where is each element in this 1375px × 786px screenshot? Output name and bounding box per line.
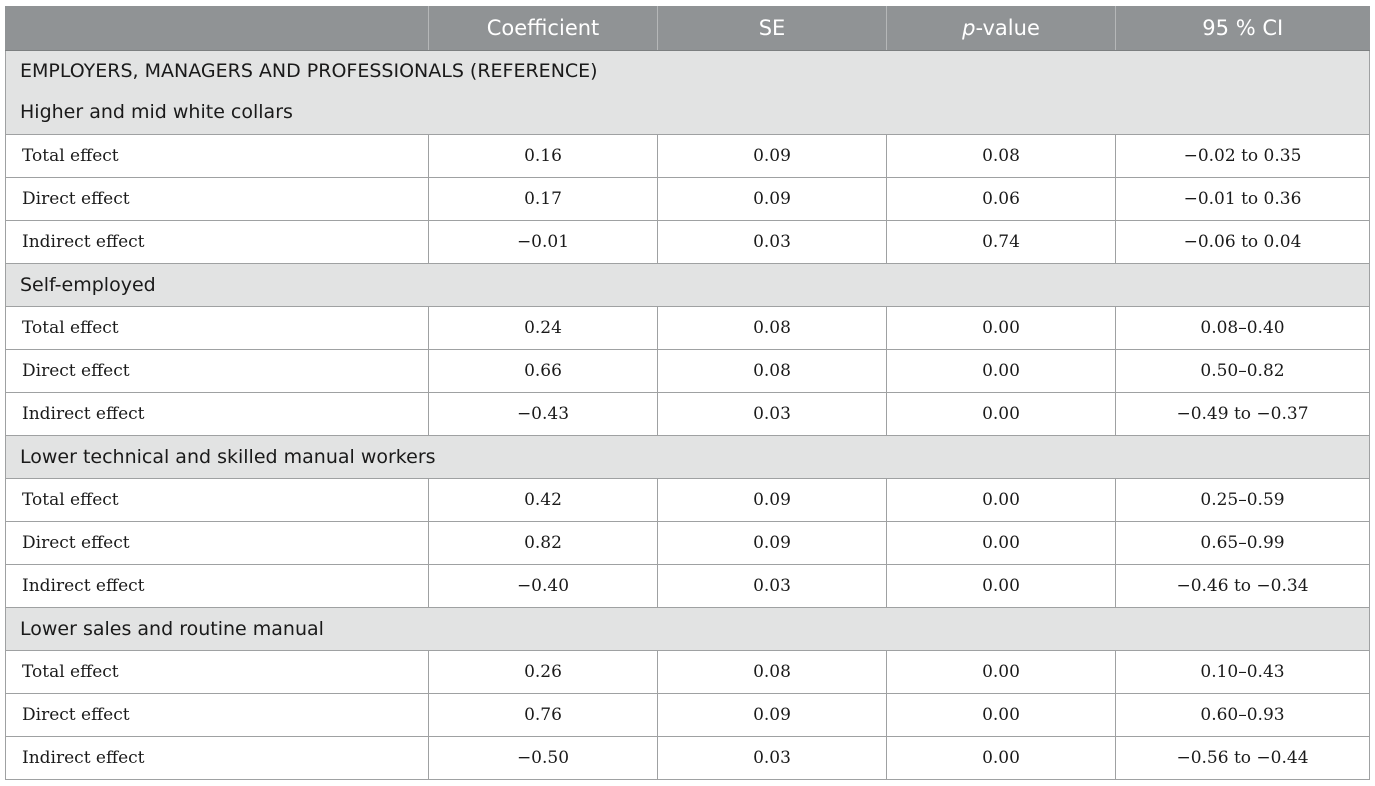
header-p-value: p-value <box>886 6 1116 51</box>
se-cell: 0.08 <box>657 305 887 350</box>
table-row: Direct effect 0.17 0.09 0.06 −0.01 to 0.36 <box>5 176 1370 221</box>
table-row: Total effect 0.24 0.08 0.00 0.08–0.40 <box>5 305 1370 350</box>
se-cell: 0.09 <box>657 520 887 565</box>
coefficient-cell: −0.40 <box>428 563 658 608</box>
reference-label: EMPLOYERS, MANAGERS AND PROFESSIONALS (R… <box>5 50 1370 91</box>
group-label: Lower sales and routine manual <box>5 607 1370 651</box>
row-label: Direct effect <box>5 348 429 393</box>
ci-cell: 0.50–0.82 <box>1115 348 1370 393</box>
row-label: Indirect effect <box>5 219 429 264</box>
ci-cell: −0.01 to 0.36 <box>1115 176 1370 221</box>
table-row: Direct effect 0.76 0.09 0.00 0.60–0.93 <box>5 692 1370 737</box>
se-cell: 0.03 <box>657 219 887 264</box>
p-value-cell: 0.00 <box>886 391 1116 436</box>
row-label: Direct effect <box>5 176 429 221</box>
p-value-cell: 0.00 <box>886 649 1116 694</box>
p-value-cell: 0.74 <box>886 219 1116 264</box>
ci-cell: 0.25–0.59 <box>1115 477 1370 522</box>
coefficient-cell: 0.76 <box>428 692 658 737</box>
p-value-cell: 0.00 <box>886 477 1116 522</box>
row-label: Total effect <box>5 133 429 178</box>
ci-cell: −0.06 to 0.04 <box>1115 219 1370 264</box>
header-se: SE <box>657 6 887 51</box>
p-value-cell: 0.00 <box>886 735 1116 780</box>
se-cell: 0.03 <box>657 735 887 780</box>
table-row: Indirect effect −0.40 0.03 0.00 −0.46 to −0.… <box>5 563 1370 608</box>
table-row: Direct effect 0.66 0.08 0.00 0.50–0.82 <box>5 348 1370 393</box>
coefficient-cell: −0.01 <box>428 219 658 264</box>
row-label: Indirect effect <box>5 391 429 436</box>
coefficient-cell: −0.50 <box>428 735 658 780</box>
row-label: Direct effect <box>5 520 429 565</box>
table-row: Indirect effect −0.01 0.03 0.74 −0.06 to 0.0… <box>5 219 1370 264</box>
coefficient-cell: −0.43 <box>428 391 658 436</box>
table-row: Indirect effect −0.50 0.03 0.00 −0.56 to −0.… <box>5 735 1370 780</box>
header-p-suffix: -value <box>975 15 1040 40</box>
table-row: Direct effect 0.82 0.09 0.00 0.65–0.99 <box>5 520 1370 565</box>
table-row: Total effect 0.16 0.09 0.08 −0.02 to 0.35 <box>5 133 1370 178</box>
se-cell: 0.08 <box>657 348 887 393</box>
se-cell: 0.03 <box>657 391 887 436</box>
ci-cell: −0.49 to −0.37 <box>1115 391 1370 436</box>
ci-cell: −0.46 to −0.34 <box>1115 563 1370 608</box>
group-header-row: Higher and mid white collars <box>5 91 1370 135</box>
group-label: Higher and mid white collars <box>5 91 1370 135</box>
se-cell: 0.03 <box>657 563 887 608</box>
table-row: Total effect 0.42 0.09 0.00 0.25–0.59 <box>5 477 1370 522</box>
ci-cell: −0.56 to −0.44 <box>1115 735 1370 780</box>
se-cell: 0.09 <box>657 477 887 522</box>
header-coefficient: Coefficient <box>428 6 658 51</box>
group-label: Lower technical and skilled manual worke… <box>5 435 1370 479</box>
row-label: Total effect <box>5 305 429 350</box>
header-blank <box>5 6 429 51</box>
group-header-row: Lower technical and skilled manual worke… <box>5 435 1370 479</box>
table-row: Total effect 0.26 0.08 0.00 0.10–0.43 <box>5 649 1370 694</box>
ci-cell: −0.02 to 0.35 <box>1115 133 1370 178</box>
row-label: Total effect <box>5 477 429 522</box>
coefficient-cell: 0.82 <box>428 520 658 565</box>
p-value-cell: 0.00 <box>886 520 1116 565</box>
table-header: Coefficient SE p-value 95 % CI <box>5 6 1370 51</box>
ci-cell: 0.60–0.93 <box>1115 692 1370 737</box>
coefficient-cell: 0.66 <box>428 348 658 393</box>
se-cell: 0.09 <box>657 692 887 737</box>
coefficient-cell: 0.42 <box>428 477 658 522</box>
coefficient-cell: 0.16 <box>428 133 658 178</box>
p-value-cell: 0.00 <box>886 563 1116 608</box>
se-cell: 0.09 <box>657 133 887 178</box>
header-ci: 95 % CI <box>1115 6 1370 51</box>
group-label: Self-employed <box>5 263 1370 307</box>
group-header-row: Self-employed <box>5 263 1370 307</box>
row-label: Total effect <box>5 649 429 694</box>
header-p-italic: p <box>962 15 976 40</box>
se-cell: 0.08 <box>657 649 887 694</box>
se-cell: 0.09 <box>657 176 887 221</box>
results-table: Coefficient SE p-value 95 % CI EMPLOYERS… <box>5 6 1370 780</box>
ci-cell: 0.08–0.40 <box>1115 305 1370 350</box>
header-row: Coefficient SE p-value 95 % CI <box>5 6 1370 51</box>
coefficient-cell: 0.24 <box>428 305 658 350</box>
group-header-row: Lower sales and routine manual <box>5 607 1370 651</box>
p-value-cell: 0.08 <box>886 133 1116 178</box>
row-label: Direct effect <box>5 692 429 737</box>
ci-cell: 0.65–0.99 <box>1115 520 1370 565</box>
reference-row: EMPLOYERS, MANAGERS AND PROFESSIONALS (R… <box>5 50 1370 91</box>
ci-cell: 0.10–0.43 <box>1115 649 1370 694</box>
coefficient-cell: 0.17 <box>428 176 658 221</box>
p-value-cell: 0.06 <box>886 176 1116 221</box>
table-body: EMPLOYERS, MANAGERS AND PROFESSIONALS (R… <box>5 50 1370 780</box>
row-label: Indirect effect <box>5 563 429 608</box>
row-label: Indirect effect <box>5 735 429 780</box>
p-value-cell: 0.00 <box>886 305 1116 350</box>
p-value-cell: 0.00 <box>886 692 1116 737</box>
coefficient-cell: 0.26 <box>428 649 658 694</box>
table-row: Indirect effect −0.43 0.03 0.00 −0.49 to −0.… <box>5 391 1370 436</box>
p-value-cell: 0.00 <box>886 348 1116 393</box>
